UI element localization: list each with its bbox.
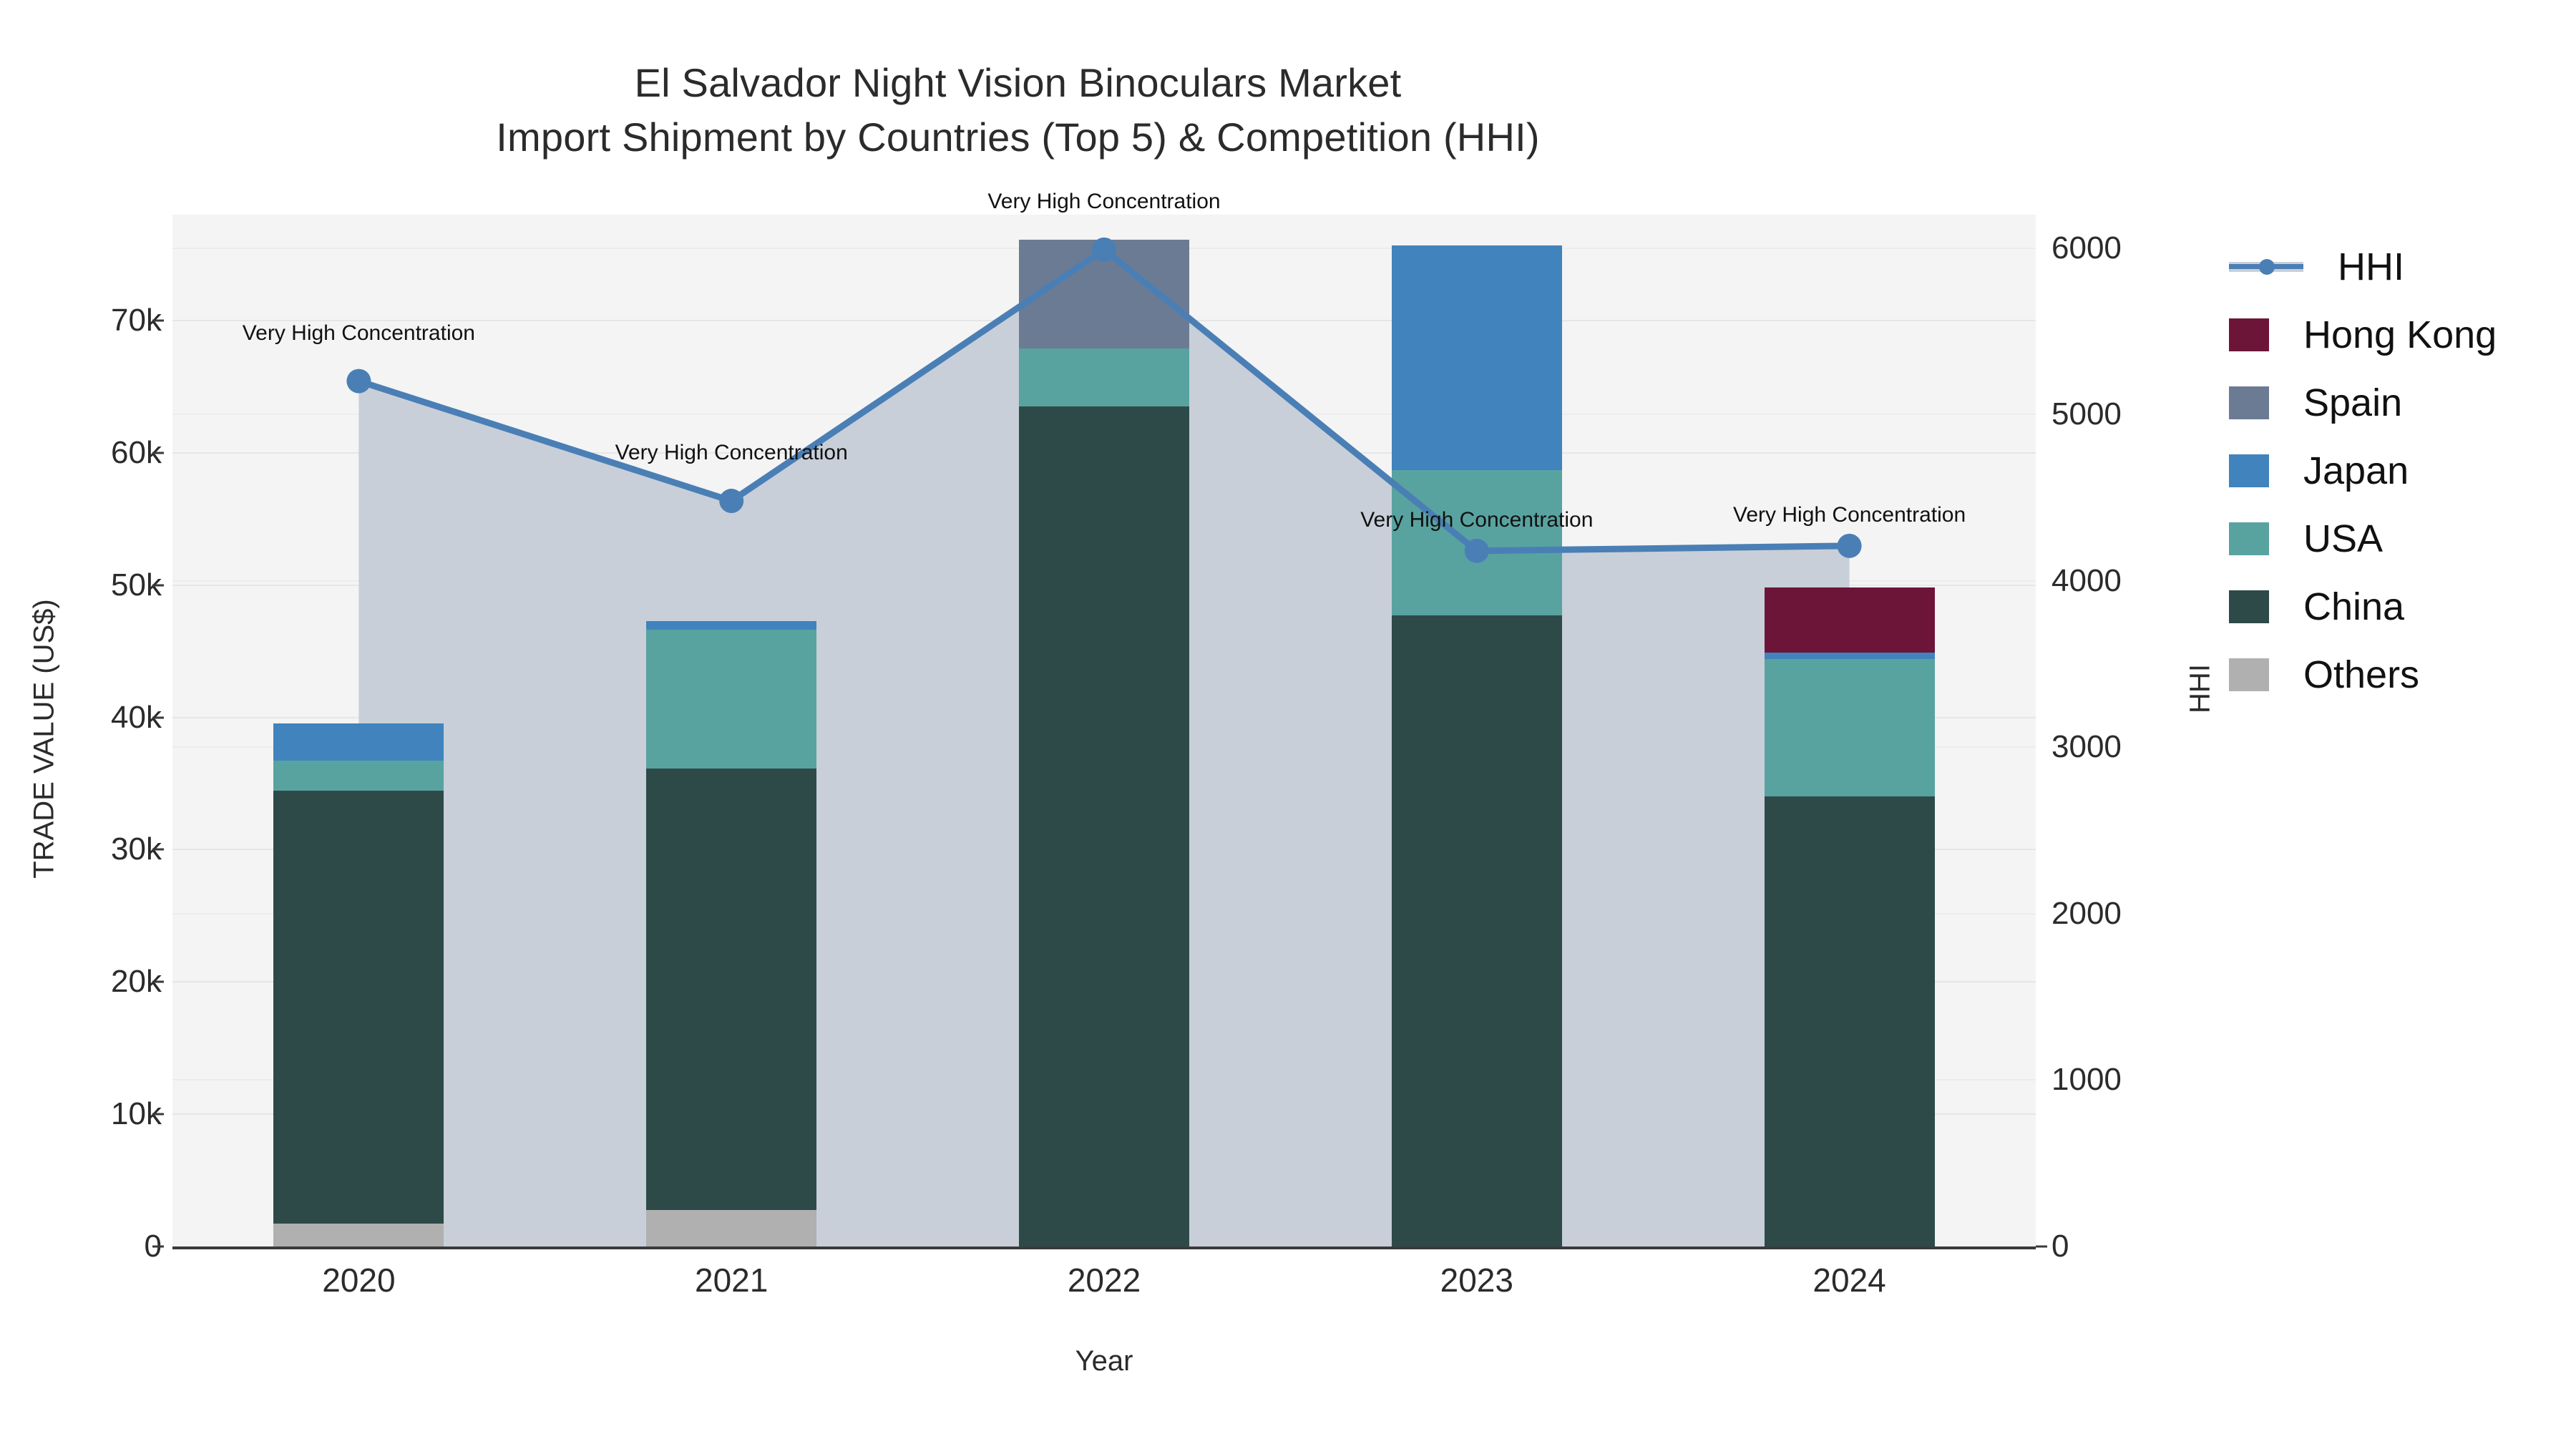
y-axis-right-tick-label: 2000: [2051, 895, 2122, 931]
legend-item[interactable]: Spain: [2229, 369, 2565, 436]
legend-item[interactable]: Japan: [2229, 436, 2565, 504]
y-axis-left-tick-mark: [152, 584, 164, 587]
bar-segment[interactable]: [1019, 348, 1189, 407]
legend-color-swatch: [2229, 590, 2269, 623]
chart-title-line2: Import Shipment by Countries (Top 5) & C…: [496, 114, 1540, 160]
chart-title: El Salvador Night Vision Binoculars Mark…: [0, 56, 2036, 165]
legend-color-swatch: [2229, 658, 2269, 691]
bar-segment[interactable]: [1391, 615, 1562, 1246]
hhi-data-point[interactable]: [1092, 237, 1116, 262]
bar-group[interactable]: [1764, 215, 1935, 1246]
y-axis-left-tick-mark: [152, 848, 164, 851]
y-axis-left-tick-mark: [152, 716, 164, 718]
bar-segment[interactable]: [646, 629, 817, 769]
hhi-line-series: [346, 237, 1862, 563]
bar-segment[interactable]: [1764, 652, 1935, 660]
legend-line-dot: [2259, 258, 2275, 275]
y-axis-left-tick-mark: [152, 980, 164, 983]
bar-segment[interactable]: [1391, 245, 1562, 470]
legend-item[interactable]: HHI: [2229, 233, 2565, 301]
y-axis-right-tick-label: 6000: [2051, 230, 2122, 265]
hhi-data-point[interactable]: [346, 369, 371, 394]
hhi-data-point[interactable]: [1464, 538, 1489, 563]
x-axis-tick-label: 2022: [1067, 1262, 1141, 1299]
bar-segment[interactable]: [646, 768, 817, 1211]
legend-line-marker-icon: [2229, 250, 2303, 283]
concentration-annotation: Very High Concentration: [1733, 502, 1966, 527]
bar-segment[interactable]: [646, 621, 817, 630]
y-axis-left: 0 10k 20k 30k 40k 50k 60k 70k: [0, 0, 164, 1449]
concentration-annotation: Very High Concentration: [1360, 507, 1594, 532]
legend-item-label: Spain: [2303, 381, 2403, 424]
legend-item-label: China: [2303, 585, 2405, 628]
bar-segment[interactable]: [273, 1223, 444, 1246]
plot-area: [172, 215, 2036, 1247]
bar-segment[interactable]: [1019, 406, 1189, 1246]
legend-item-label: HHI: [2338, 245, 2404, 288]
chart-title-line1: El Salvador Night Vision Binoculars Mark…: [634, 60, 1402, 105]
x-axis-label: Year: [1075, 1345, 1133, 1377]
hhi-data-point[interactable]: [719, 489, 744, 514]
bar-segment[interactable]: [273, 760, 444, 791]
bar-segment[interactable]: [1764, 659, 1935, 797]
bar-segment[interactable]: [1764, 587, 1935, 653]
x-axis-tick-label: 2021: [695, 1262, 769, 1299]
legend-item[interactable]: Hong Kong: [2229, 301, 2565, 369]
legend-item-label: Hong Kong: [2303, 313, 2497, 356]
x-axis-tick-label: 2023: [1440, 1262, 1513, 1299]
x-axis-tick-label: 2020: [322, 1262, 396, 1299]
x-axis-tick-label: 2024: [1813, 1262, 1886, 1299]
bar-segment[interactable]: [273, 723, 444, 761]
concentration-annotation: Very High Concentration: [615, 441, 848, 465]
y-axis-right: 0 1000 2000 3000 4000 5000 6000: [2036, 0, 2250, 1449]
legend-color-swatch: [2229, 522, 2269, 555]
bar-group[interactable]: [1019, 215, 1189, 1246]
y-axis-left-tick-mark: [152, 1113, 164, 1116]
hhi-line-path: [355, 246, 1853, 555]
legend-item[interactable]: China: [2229, 572, 2565, 640]
bar-segment[interactable]: [273, 791, 444, 1224]
legend-item-label: USA: [2303, 517, 2384, 560]
y-axis-right-label: HHI: [2184, 664, 2216, 713]
y-axis-right-tick-label: 1000: [2051, 1062, 2122, 1098]
bar-segment[interactable]: [1764, 796, 1935, 1246]
chart-legend: HHI Hong Kong Spain Japan USA China Others: [2229, 233, 2565, 708]
bar-group[interactable]: [273, 215, 444, 1246]
x-axis-line: [172, 1246, 2036, 1249]
y-axis-right-tick-label: 0: [2051, 1229, 2069, 1264]
legend-color-swatch: [2229, 386, 2269, 419]
bar-series-layer: [172, 215, 2036, 1246]
concentration-annotation: Very High Concentration: [242, 321, 475, 345]
legend-color-swatch: [2229, 454, 2269, 487]
bar-segment[interactable]: [646, 1210, 817, 1246]
legend-item-label: Others: [2303, 653, 2420, 696]
y-axis-left-tick-mark: [152, 319, 164, 322]
legend-item[interactable]: Others: [2229, 640, 2565, 708]
legend-item[interactable]: USA: [2229, 504, 2565, 572]
hhi-data-point[interactable]: [1837, 533, 1862, 558]
legend-item-label: Japan: [2303, 449, 2409, 492]
legend-color-swatch: [2229, 318, 2269, 351]
concentration-annotation: Very High Concentration: [987, 189, 1221, 213]
y-axis-right-tick-label: 3000: [2051, 729, 2122, 765]
y-axis-right-tick-mark: [2036, 1245, 2047, 1248]
y-axis-left-label: TRADE VALUE (US$): [28, 599, 60, 879]
y-axis-left-tick-mark: [152, 452, 164, 454]
bar-group[interactable]: [646, 215, 817, 1246]
y-axis-left-tick-mark: [152, 1245, 164, 1248]
y-axis-right-tick-label: 4000: [2051, 562, 2122, 598]
y-axis-right-tick-label: 5000: [2051, 396, 2122, 432]
